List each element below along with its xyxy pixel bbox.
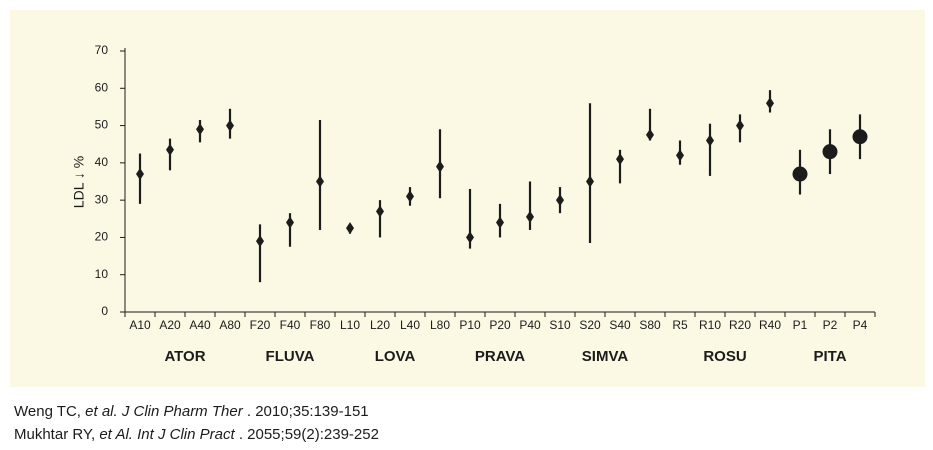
y-tick-label: 30 — [95, 192, 109, 206]
x-tick-label: S80 — [639, 318, 661, 332]
x-tick-label: L40 — [400, 318, 420, 332]
citation-part: Mukhtar RY, — [14, 426, 99, 443]
point — [256, 235, 264, 248]
x-tick-label: P4 — [853, 318, 868, 332]
x-tick-label: S10 — [549, 318, 571, 332]
citation-part: Weng TC, — [14, 403, 85, 420]
point — [646, 128, 654, 141]
point — [676, 149, 684, 162]
x-tick-label: P2 — [823, 318, 838, 332]
y-tick-label: 40 — [95, 155, 109, 169]
point — [316, 175, 324, 188]
group-label: FLUVA — [266, 348, 315, 365]
point — [406, 190, 414, 203]
x-tick-label: R5 — [672, 318, 688, 332]
x-tick-label: S20 — [579, 318, 601, 332]
x-tick-label: F20 — [250, 318, 271, 332]
point — [556, 194, 564, 207]
point — [616, 153, 624, 166]
x-tick-label: F40 — [280, 318, 301, 332]
citation-part: . 2010;35:139-151 — [243, 403, 369, 420]
y-tick-label: 10 — [95, 267, 109, 281]
group-label: PRAVA — [475, 348, 525, 365]
point — [166, 143, 174, 156]
x-tick-label: S40 — [609, 318, 631, 332]
citation: Weng TC, et al. J Clin Pharm Ther . 2010… — [14, 403, 369, 420]
y-tick-label: 50 — [95, 118, 109, 132]
group-label: LOVA — [375, 348, 416, 365]
group-label: SIMVA — [582, 348, 629, 365]
y-tick-label: 60 — [95, 80, 109, 94]
group-label: PITA — [813, 348, 846, 365]
x-tick-label: R40 — [759, 318, 781, 332]
x-tick-label: A80 — [219, 318, 241, 332]
x-tick-label: L10 — [340, 318, 360, 332]
point — [792, 166, 808, 182]
point — [226, 119, 234, 132]
point — [766, 97, 774, 110]
point — [822, 144, 838, 160]
x-tick-label: R20 — [729, 318, 751, 332]
point — [736, 119, 744, 132]
x-tick-label: F80 — [310, 318, 331, 332]
x-tick-label: P1 — [793, 318, 808, 332]
point — [852, 129, 868, 145]
citation-part: et Al. Int J Clin Pract — [99, 426, 235, 443]
y-tick-label: 70 — [95, 43, 109, 57]
point — [286, 216, 294, 229]
x-tick-label: P40 — [519, 318, 541, 332]
x-tick-label: L20 — [370, 318, 390, 332]
citation-part: et al. J Clin Pharm Ther — [85, 403, 244, 420]
point — [526, 210, 534, 223]
point — [196, 123, 204, 136]
point — [466, 231, 474, 244]
panel — [10, 10, 925, 387]
point — [346, 222, 354, 235]
x-tick-label: L80 — [430, 318, 450, 332]
x-tick-label: A10 — [129, 318, 151, 332]
y-tick-label: 20 — [95, 230, 109, 244]
point — [496, 216, 504, 229]
x-tick-label: P20 — [489, 318, 511, 332]
y-axis-label: LDL ↓ % — [71, 156, 87, 208]
group-label: ROSU — [703, 348, 746, 365]
point — [136, 168, 144, 181]
x-tick-label: R10 — [699, 318, 721, 332]
group-label: ATOR — [164, 348, 205, 365]
x-tick-label: A40 — [189, 318, 211, 332]
point — [706, 134, 714, 147]
citation: Mukhtar RY, et Al. Int J Clin Pract . 20… — [14, 426, 379, 443]
point — [436, 160, 444, 173]
point — [586, 175, 594, 188]
citation-part: . 2055;59(2):239-252 — [235, 426, 379, 443]
x-tick-label: P10 — [459, 318, 481, 332]
point — [376, 205, 384, 218]
y-tick-label: 0 — [101, 304, 108, 318]
x-tick-label: A20 — [159, 318, 181, 332]
